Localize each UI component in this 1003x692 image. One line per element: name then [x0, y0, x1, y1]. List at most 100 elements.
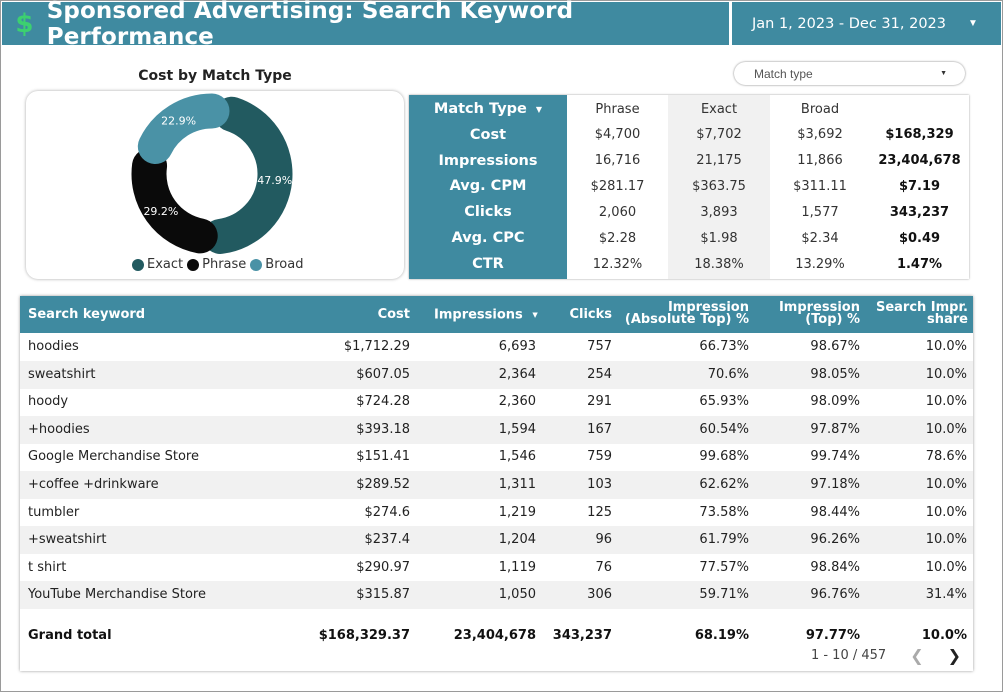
- chart-title: Cost by Match Type: [138, 68, 292, 84]
- table-cell: 306: [587, 587, 612, 603]
- pivot-column-total: $168,329 23,404,678 $7.19 343,237 $0.49 …: [870, 95, 969, 279]
- table-row[interactable]: t shirt $290.97 1,119 76 77.57% 98.84% 10.0%: [20, 554, 973, 582]
- column-header-top[interactable]: Impression (Top) %: [760, 301, 860, 326]
- chart-legend: Exact Phrase Broad: [132, 257, 307, 272]
- table-row[interactable]: hoody $724.28 2,360 291 65.93% 98.09% 10.0%: [20, 388, 973, 416]
- table-cell: 60.54%: [699, 421, 749, 437]
- total-cell: $168,329.37: [318, 628, 410, 643]
- column-header-keyword[interactable]: Search keyword: [28, 307, 146, 322]
- pivot-row-label: Clicks: [464, 204, 512, 220]
- pivot-cell: 21,175: [696, 153, 742, 168]
- table-cell: 6,693: [498, 339, 536, 354]
- table-cell: 291: [587, 394, 612, 410]
- chevron-left-icon[interactable]: ❮: [910, 646, 924, 665]
- keyword-cell: sweatshirt: [28, 366, 96, 382]
- chevron-right-icon[interactable]: ❯: [947, 646, 961, 665]
- table-cell: 77.57%: [699, 559, 749, 575]
- match-type-pivot-table: Match Type ▼ Cost Impressions Avg. CPM C…: [409, 95, 969, 279]
- donut-chart: 47.9% 29.2% 22.9%: [131, 93, 293, 254]
- pivot-cell: 1,577: [801, 205, 839, 220]
- table-cell: 96.76%: [810, 587, 860, 603]
- pivot-cell: $7,702: [696, 127, 742, 142]
- pivot-column-broad: Broad $3,692 11,866 $311.11 1,577 $2.34 …: [770, 95, 870, 279]
- column-header-line: (Absolute Top) %: [624, 312, 749, 327]
- legend-item-broad[interactable]: Broad: [250, 257, 303, 272]
- table-row[interactable]: Google Merchandise Store $151.41 1,546 759 9…: [20, 443, 973, 471]
- keyword-cell: +sweatshirt: [28, 532, 107, 548]
- table-row[interactable]: tumbler $274.6 1,219 125 73.58% 98.44% 10.0%: [20, 499, 973, 527]
- table-cell: 1,546: [498, 449, 536, 465]
- table-cell: $1,712.29: [343, 339, 410, 354]
- column-header-impressions[interactable]: Impressions ▼: [434, 309, 538, 322]
- pivot-cell: $2.34: [801, 231, 839, 246]
- table-cell: 103: [587, 477, 612, 492]
- keyword-cell: +coffee +drinkware: [28, 477, 159, 492]
- legend-dot-icon: [250, 258, 263, 271]
- legend-item-exact[interactable]: Exact: [132, 257, 183, 272]
- pivot-row-label: CTR: [472, 256, 504, 272]
- legend-item-phrase[interactable]: Phrase: [187, 257, 246, 272]
- keyword-cell: hoodies: [28, 339, 79, 354]
- table-cell: 73.58%: [699, 504, 749, 520]
- table-cell: 125: [587, 504, 612, 520]
- table-cell: 98.67%: [810, 339, 860, 354]
- column-header-cost[interactable]: Cost: [377, 307, 410, 322]
- keyword-cell: Google Merchandise Store: [28, 449, 199, 465]
- table-cell: 1,204: [498, 532, 536, 548]
- table-cell: $289.52: [356, 477, 410, 492]
- legend-label: Exact: [147, 257, 184, 272]
- column-header-abs-top[interactable]: Impression (Absolute Top) %: [610, 301, 749, 327]
- pivot-column-phrase: Phrase $4,700 16,716 $281.17 2,060 $2.28…: [567, 95, 668, 279]
- pivot-row-label: Avg. CPC: [451, 230, 525, 246]
- pivot-row-labels: Match Type ▼ Cost Impressions Avg. CPM C…: [409, 95, 567, 279]
- pivot-cell: 18.38%: [694, 257, 744, 272]
- table-cell: 10.0%: [925, 532, 967, 548]
- date-range-picker[interactable]: Jan 1, 2023 - Dec 31, 2023 ▼: [732, 2, 1001, 45]
- table-cell: 31.4%: [925, 587, 967, 603]
- table-cell: $724.28: [356, 394, 410, 410]
- table-cell: 65.93%: [699, 394, 749, 410]
- pivot-row-label: Impressions: [438, 153, 538, 169]
- table-cell: 10.0%: [925, 394, 967, 410]
- table-cell: 10.0%: [925, 504, 967, 520]
- table-row[interactable]: sweatshirt $607.05 2,364 254 70.6% 98.05% 10.0…: [20, 360, 973, 389]
- table-cell: 62.62%: [699, 477, 749, 492]
- donut-slice-broad[interactable]: [137, 93, 230, 164]
- table-cell: 98.44%: [810, 504, 860, 520]
- donut-slice-exact[interactable]: [202, 96, 293, 254]
- table-cell: 78.6%: [925, 449, 967, 465]
- legend-dot-icon: [132, 258, 144, 271]
- donut-slice-phrase[interactable]: [131, 148, 218, 254]
- pivot-header-match-type[interactable]: Match Type ▼: [409, 101, 567, 117]
- total-cell: 343,237: [552, 628, 612, 643]
- table-cell: 10.0%: [925, 339, 967, 354]
- pivot-cell: $3,692: [797, 127, 843, 142]
- table-cell: 2,360: [498, 394, 536, 410]
- table-row[interactable]: +sweatshirt $237.4 1,204 96 61.79% 96.26% 10.0…: [20, 526, 973, 555]
- total-cell: 68.19%: [694, 628, 749, 643]
- total-cell: 97.77%: [805, 628, 860, 643]
- table-row[interactable]: +hoodies $393.18 1,594 167 60.54% 97.87% 10.0%: [20, 415, 973, 444]
- page-header: $ Sponsored Advertising: Search Keyword …: [2, 0, 729, 50]
- total-cell: Grand total: [28, 628, 112, 643]
- column-header-clicks[interactable]: Clicks: [569, 307, 612, 322]
- chevron-down-icon: ▼: [968, 18, 978, 29]
- table-row[interactable]: YouTube Merchandise Store $315.87 1,050 306…: [20, 581, 973, 610]
- table-cell: 1,594: [498, 421, 536, 437]
- date-range-label: Jan 1, 2023 - Dec 31, 2023: [752, 15, 946, 32]
- table-cell: 97.18%: [810, 477, 860, 492]
- pivot-total-cell: $168,329: [885, 127, 954, 142]
- keyword-cell: +hoodies: [28, 421, 90, 437]
- table-cell: 66.73%: [699, 339, 749, 354]
- table-cell: 98.84%: [810, 559, 860, 575]
- table-row[interactable]: +coffee +drinkware $289.52 1,311 103 62.62% 9…: [20, 471, 973, 499]
- table-cell: 70.6%: [707, 366, 749, 382]
- match-type-dropdown[interactable]: Match type ▼: [734, 62, 965, 85]
- table-row[interactable]: hoodies $1,712.29 6,693 757 66.73% 98.67% 10.0…: [20, 333, 973, 361]
- table-header: Search keyword Cost Impressions ▼ Clicks…: [20, 296, 973, 333]
- column-header-search-share[interactable]: Search Impr. share: [870, 301, 968, 326]
- total-cell: 10.0%: [921, 628, 967, 643]
- table-cell: 59.71%: [699, 587, 749, 603]
- keyword-cell: t shirt: [28, 559, 67, 575]
- table-cell: 254: [587, 366, 612, 382]
